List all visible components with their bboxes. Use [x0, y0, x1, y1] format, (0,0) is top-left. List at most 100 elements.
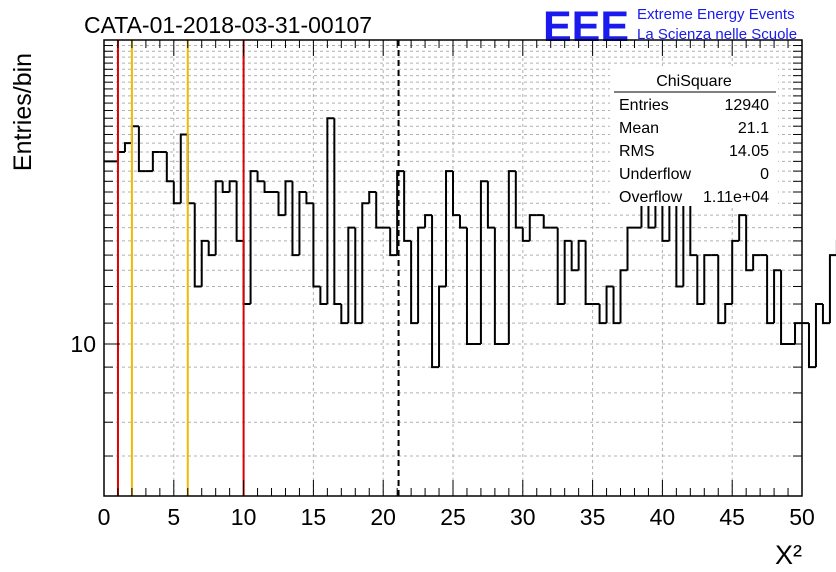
histogram-bin: [403, 171, 412, 242]
histogram-bin: [745, 215, 754, 272]
stats-label-entries: Entries: [619, 97, 669, 114]
x-tick-label: 30: [510, 504, 536, 530]
histogram-bin: [542, 215, 551, 229]
histogram-bin: [312, 203, 321, 288]
histogram-bin: [340, 304, 349, 325]
histogram-bin: [452, 171, 460, 217]
histogram-bin: [165, 152, 174, 183]
histogram-bin: [724, 303, 733, 324]
histogram-bin: [514, 171, 523, 229]
histogram-bin: [249, 170, 258, 305]
histogram-bin: [200, 239, 209, 287]
histogram-bin: [319, 286, 328, 306]
plot-frame: [103, 39, 803, 497]
histogram-bin: [424, 214, 433, 228]
histogram-bin: [619, 269, 628, 324]
histogram-bin: [179, 133, 188, 204]
histogram-bin: [807, 323, 816, 369]
histogram-bin: [277, 192, 286, 217]
histogram-bin: [389, 227, 398, 257]
histogram-bin: [256, 171, 265, 183]
histogram-bin: [486, 181, 495, 229]
histogram: [104, 117, 836, 369]
histogram-bin: [193, 203, 202, 288]
histogram-bin: [493, 227, 502, 345]
histogram-bin: [445, 170, 453, 287]
histogram-bin: [556, 227, 565, 306]
stats-value-rms: 14.05: [729, 143, 769, 160]
histogram-bin: [242, 240, 251, 306]
histogram-bin: [584, 240, 593, 306]
stats-value-underflow: 0: [760, 166, 769, 183]
histogram-bin: [577, 239, 586, 271]
histogram-bin: [410, 240, 419, 325]
stats-value-overflow: 1.11e+04: [703, 189, 769, 206]
histogram-bin: [528, 214, 537, 241]
y-axis-label: Entries/bin: [9, 53, 37, 171]
histogram-bin: [780, 270, 789, 345]
stats-label-overflow: Overflow: [619, 189, 683, 206]
stats-box-background: [610, 66, 778, 206]
histogram-bin: [521, 227, 530, 242]
histogram-bin: [828, 254, 836, 324]
histogram-bin: [794, 322, 802, 344]
stats-label-mean: Mean: [619, 120, 659, 137]
histogram-bin: [333, 118, 342, 306]
x-tick-label: 0: [98, 504, 111, 530]
histogram-bin: [228, 180, 237, 192]
histogram-bin: [465, 227, 474, 345]
histogram-bin: [123, 142, 132, 153]
histogram-bin: [773, 269, 782, 324]
histogram-bin: [347, 226, 356, 324]
axes: 10 0 5 10 15 20 25 30 35 40 45 50: [70, 39, 815, 530]
histogram-bin: [682, 191, 691, 287]
histogram-bin: [137, 126, 146, 173]
histogram-bin: [689, 192, 698, 257]
histogram-bin: [151, 151, 160, 172]
histogram-bin: [661, 192, 670, 242]
histogram-bin: [703, 254, 712, 305]
histogram-bin: [207, 240, 216, 257]
logo-tagline-2: La Scienza nelle Scuole: [637, 26, 797, 43]
run-title: CATA-01-2018-03-31-00107: [84, 12, 372, 38]
histogram-bin: [458, 215, 467, 229]
stats-value-entries: 12940: [725, 97, 770, 114]
histogram-bin: [291, 181, 300, 257]
histogram-bin: [814, 303, 823, 368]
logo-tagline-1: Extreme Energy Events: [637, 6, 795, 23]
histogram-bin: [675, 192, 684, 288]
x-tick-label: 20: [370, 504, 396, 530]
histogram-bin: [626, 226, 635, 271]
histogram-bin: [396, 170, 405, 256]
histogram-bin: [612, 286, 621, 325]
histogram-bin: [375, 192, 384, 229]
histogram-bin: [214, 180, 223, 256]
histogram-bin: [731, 239, 740, 305]
histogram-bin: [563, 239, 572, 305]
histogram-bin: [186, 134, 195, 205]
histogram-bin: [368, 191, 377, 204]
stats-value-mean: 21.1: [738, 120, 769, 137]
histogram-bin: [507, 170, 516, 344]
reference-lines: [116, 40, 400, 496]
histogram-bin: [326, 117, 335, 305]
x-tick-label: 40: [650, 504, 676, 530]
histogram-bin: [752, 254, 761, 271]
histogram-bin: [479, 180, 488, 344]
histogram-bin: [354, 227, 363, 325]
x-tick-label: 15: [301, 504, 327, 530]
histogram-bin: [738, 214, 747, 241]
x-tick-label: 10: [231, 504, 257, 530]
x-tick-label: 25: [440, 504, 466, 530]
histogram-bin: [417, 226, 426, 324]
x-tick-label: 45: [719, 504, 745, 530]
histogram-bin: [221, 181, 230, 193]
stats-title: ChiSquare: [656, 73, 732, 90]
eee-logo: EEE: [543, 3, 629, 51]
y-tick-label: 10: [70, 331, 96, 357]
histogram-bin: [235, 181, 244, 242]
histogram-bin: [696, 255, 705, 306]
x-tick-label: 5: [167, 504, 180, 530]
histogram-bin: [821, 304, 830, 325]
histogram-bin: [431, 215, 440, 369]
